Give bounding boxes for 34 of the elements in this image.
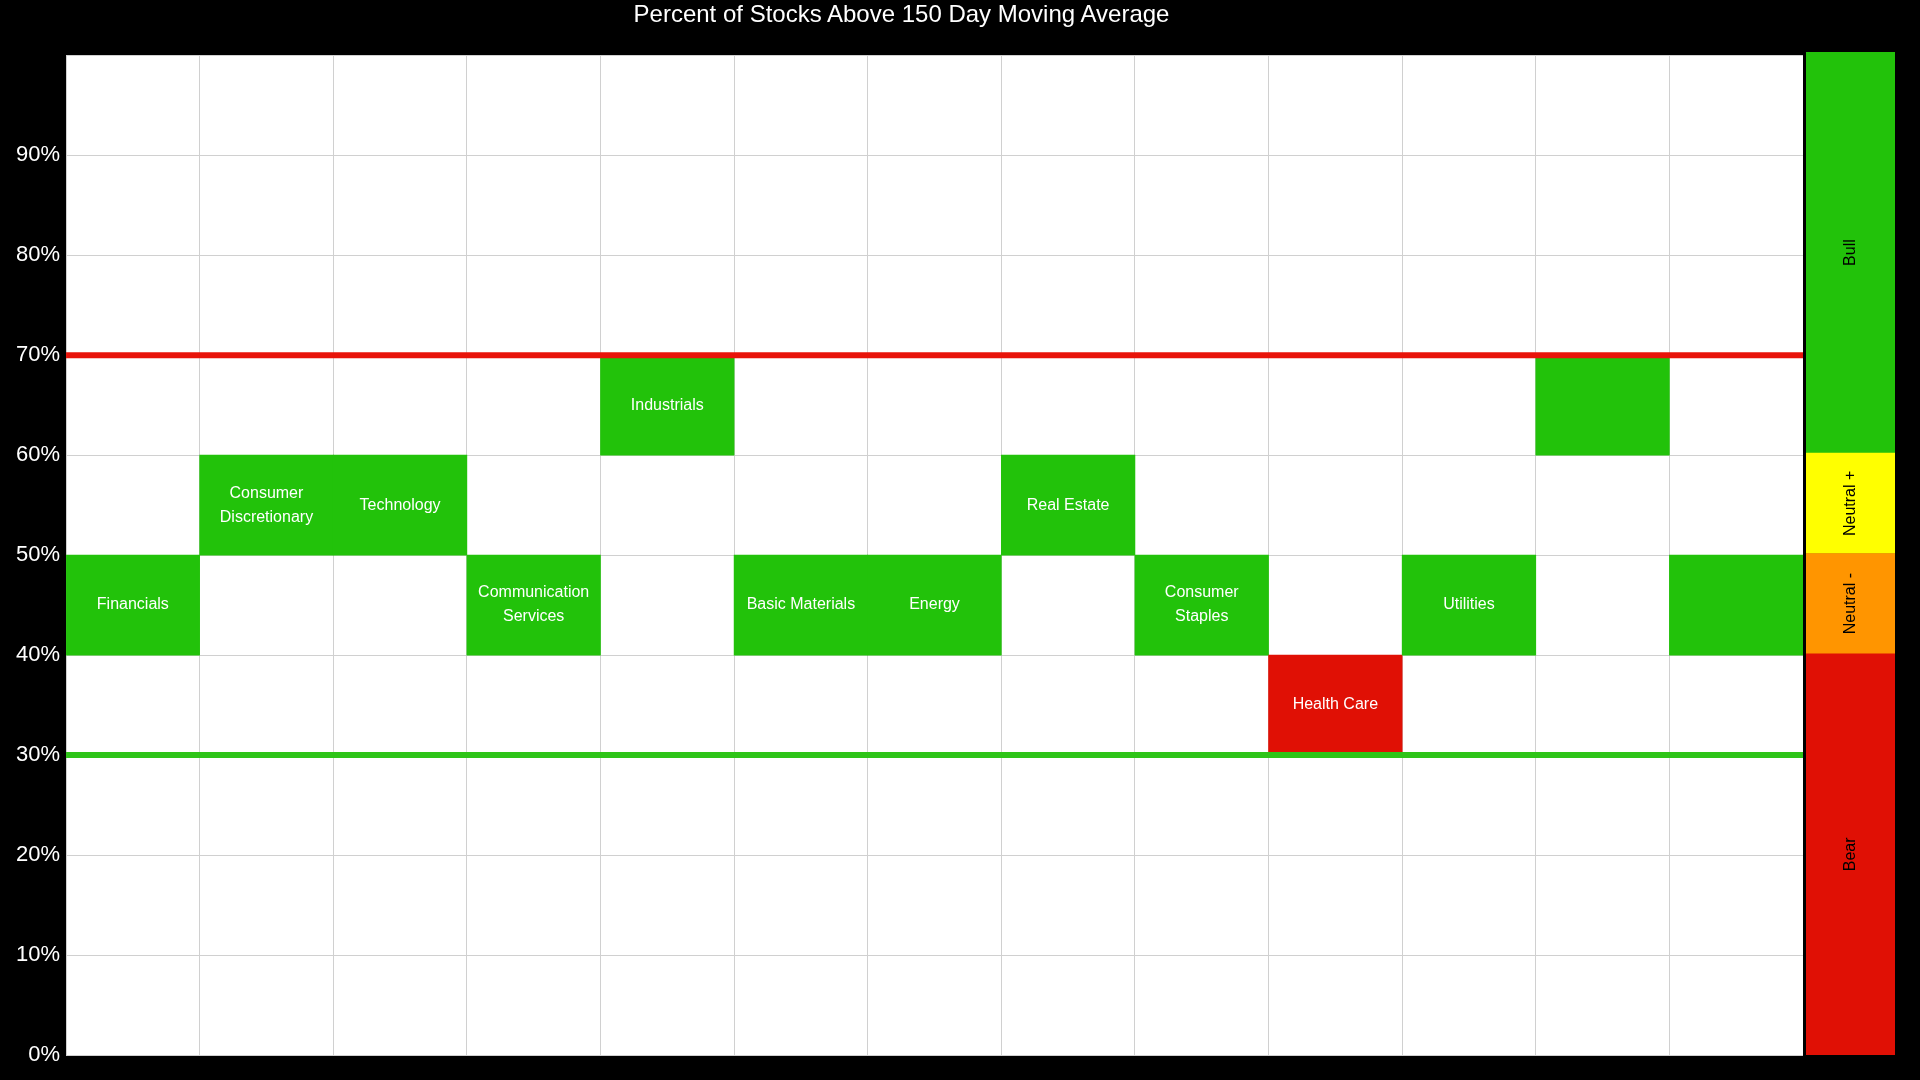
- y-tick-label: 10%: [15, 941, 61, 967]
- y-tick-label: 20%: [15, 841, 61, 867]
- category-label: Health Care: [1292, 695, 1379, 713]
- chart-title: Percent of Stocks Above 150 Day Moving Average: [632, 0, 1171, 29]
- bar: [1401, 554, 1537, 656]
- bar: [1669, 554, 1803, 656]
- y-tick-label: 70%: [15, 341, 61, 367]
- category-label: Communication Services: [478, 583, 590, 625]
- category-label: Technology: [359, 495, 441, 513]
- series-label: Neutral -: [1840, 572, 1858, 635]
- y-tick-label: 90%: [15, 141, 61, 167]
- y-tick-label: 80%: [15, 241, 61, 267]
- bar: [1806, 52, 1895, 454]
- y-tick-label: 0%: [28, 1041, 61, 1067]
- category-label: Utilities: [1443, 595, 1495, 613]
- category-label: Real Estate: [1026, 495, 1110, 513]
- series-label: Bear: [1840, 836, 1858, 872]
- category-label: Financials: [96, 595, 169, 613]
- y-tick-label: 50%: [15, 541, 61, 567]
- bar: [466, 554, 601, 656]
- bar: [1806, 452, 1895, 554]
- category-label: Consumer Discretionary: [219, 483, 314, 525]
- category-label: Basic Materials: [746, 595, 856, 613]
- bar: [1134, 554, 1269, 656]
- category-label: Energy: [909, 595, 960, 613]
- bar: [1806, 553, 1895, 655]
- series-label: Bull: [1840, 239, 1858, 266]
- y-tick-label: 40%: [15, 641, 61, 667]
- y-tick-label: 60%: [15, 441, 61, 467]
- series-label: Neutral +: [1840, 470, 1858, 537]
- category-label: Consumer Staples: [1164, 583, 1239, 625]
- bar: [1806, 653, 1895, 1055]
- category-label: Industrials: [630, 395, 704, 413]
- y-tick-label: 30%: [15, 741, 61, 767]
